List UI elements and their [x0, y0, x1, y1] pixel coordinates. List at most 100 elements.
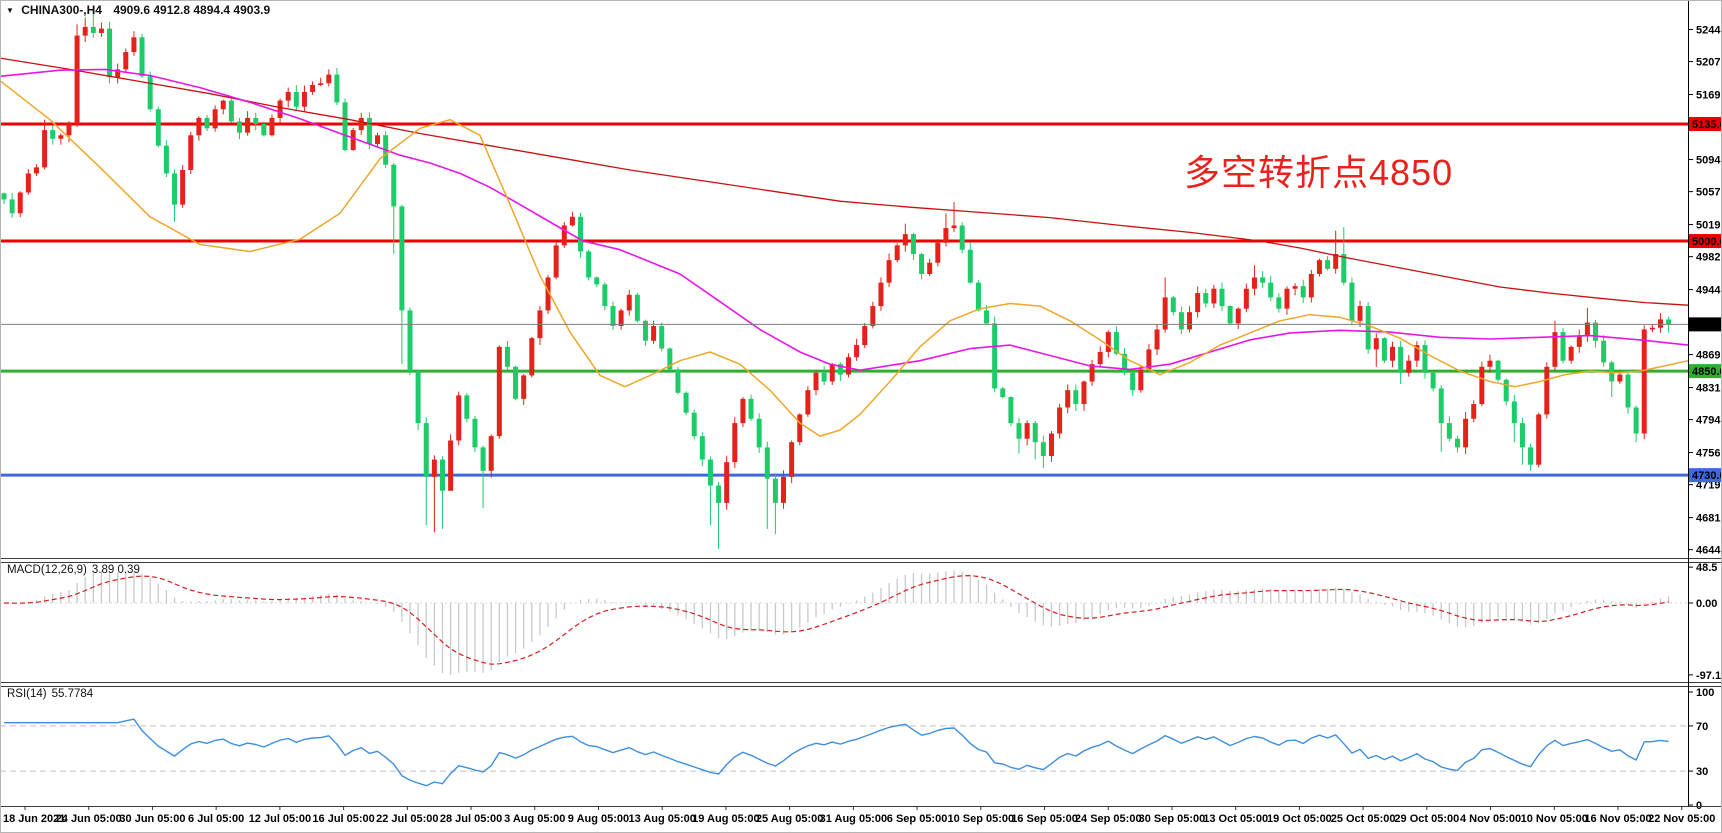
candle-body: [1625, 374, 1631, 408]
candle-body: [456, 395, 462, 441]
candle-body: [967, 249, 973, 283]
time-tick-label: 30 Sep 05:00: [1139, 813, 1206, 825]
candle-body: [699, 436, 705, 460]
candlestick-pane[interactable]: [1, 13, 1672, 549]
candle-body: [594, 277, 600, 285]
candle-body: [1519, 423, 1525, 448]
time-tick-label: 13 Oct 05:00: [1203, 813, 1268, 825]
candle-body: [642, 320, 648, 341]
candle-body: [1617, 374, 1623, 382]
candle-body: [1048, 433, 1054, 457]
level-tag-5135.0-box: [1689, 117, 1722, 132]
candle-body: [1024, 423, 1030, 439]
candle-body: [1446, 423, 1452, 439]
candle-body: [862, 326, 868, 346]
candle-body: [1130, 372, 1136, 391]
candle-body: [350, 130, 356, 151]
candle-body: [480, 447, 486, 471]
candle-body: [180, 169, 186, 205]
candle-body: [58, 135, 64, 139]
candle-body: [375, 135, 381, 144]
candle-body: [553, 245, 559, 278]
time-tick-label: 25 Aug 05:00: [756, 813, 823, 825]
candle-body: [17, 192, 23, 214]
candle-body: [1300, 286, 1306, 298]
candle-body: [886, 260, 892, 283]
rsi-axis-label: 100: [1696, 687, 1714, 699]
candle-body: [602, 284, 608, 307]
candle-body: [1097, 352, 1103, 365]
rsi-pane[interactable]: [0, 718, 1688, 787]
candle-body: [366, 117, 372, 144]
candle-body: [464, 395, 470, 419]
time-tick-label: 10 Sep 05:00: [947, 813, 1014, 825]
candle-body: [472, 418, 478, 448]
price-tick-label: 4794.0: [1696, 415, 1722, 427]
candle-body: [1544, 366, 1550, 415]
level-tag-4730.0-box: [1689, 468, 1722, 483]
time-tick-label: 31 Aug 05:00: [820, 813, 887, 825]
symbol-timeframe-label: CHINA300-,H4: [21, 3, 102, 17]
candle-body: [1195, 293, 1201, 313]
candle-body: [1105, 332, 1111, 353]
price-tick-label: 4869.0: [1696, 350, 1722, 362]
candle-body: [829, 364, 835, 382]
time-tick-label: 24 Sep 05:00: [1075, 813, 1142, 825]
candle-body: [1065, 390, 1071, 408]
candle-body: [529, 338, 535, 376]
candle-body: [813, 372, 819, 391]
candle-body: [358, 117, 364, 131]
price-axis[interactable]: 5244.0 5207.0 5169.0 5094.0 5057.0 5019.0 4982…: [1688, 25, 1722, 813]
level-tag-5135.0: 5135.0: [1692, 119, 1722, 131]
candle-body: [236, 121, 242, 133]
candle-body: [1, 193, 7, 200]
macd-signal-line: [3, 574, 1669, 665]
candle-body: [342, 102, 348, 151]
candle-body: [74, 35, 80, 125]
candle-body: [902, 234, 908, 246]
annotation-text[interactable]: 多空转折点4850: [1184, 152, 1454, 193]
candle-body: [1073, 390, 1079, 405]
time-tick-label: 9 Aug 05:00: [568, 813, 629, 825]
time-tick-label: 30 Jun 05:00: [119, 813, 185, 825]
candle-body: [415, 371, 421, 424]
fast-ma-line: [0, 80, 1689, 437]
macd-pane[interactable]: [0, 570, 1688, 675]
candle-body: [42, 130, 48, 168]
candle-body: [1633, 407, 1639, 434]
level-tag-5000.0: 5000.0: [1692, 236, 1722, 248]
level-tag-4850.0: 4850.0: [1692, 366, 1722, 378]
candle-body: [951, 225, 957, 229]
candle-body: [9, 199, 15, 214]
candle-body: [1560, 332, 1566, 361]
time-tick-label: 16 Nov 05:00: [1584, 813, 1651, 825]
candle-body: [716, 485, 722, 503]
candle-body: [724, 462, 730, 503]
candle-body: [870, 306, 876, 327]
candle-body: [50, 130, 56, 139]
candle-body: [407, 310, 413, 372]
candle-body: [545, 277, 551, 311]
candle-body: [1170, 297, 1176, 313]
price-level-lines[interactable]: [0, 122, 1688, 477]
candle-body: [667, 348, 673, 370]
time-tick-label: 19 Aug 05:00: [692, 813, 759, 825]
candle-body: [1601, 340, 1607, 363]
candle-body: [683, 392, 689, 413]
candle-body: [1178, 312, 1184, 330]
price-tick-label: 4719.0: [1696, 480, 1722, 492]
candle-body: [318, 83, 324, 85]
macd-name: MACD(12,26,9): [7, 564, 87, 576]
candle-body: [1211, 288, 1217, 304]
candle-body: [943, 228, 949, 243]
candle-body: [220, 100, 226, 110]
collapse-panel-icon[interactable]: ▼: [6, 6, 14, 15]
candle-body: [878, 282, 884, 307]
price-tick-label: 4944.0: [1696, 285, 1722, 297]
candle-body: [1503, 379, 1509, 402]
candle-body: [821, 372, 827, 382]
time-tick-label: 24 Jun 05:00: [56, 813, 122, 825]
candle-body: [269, 117, 275, 136]
